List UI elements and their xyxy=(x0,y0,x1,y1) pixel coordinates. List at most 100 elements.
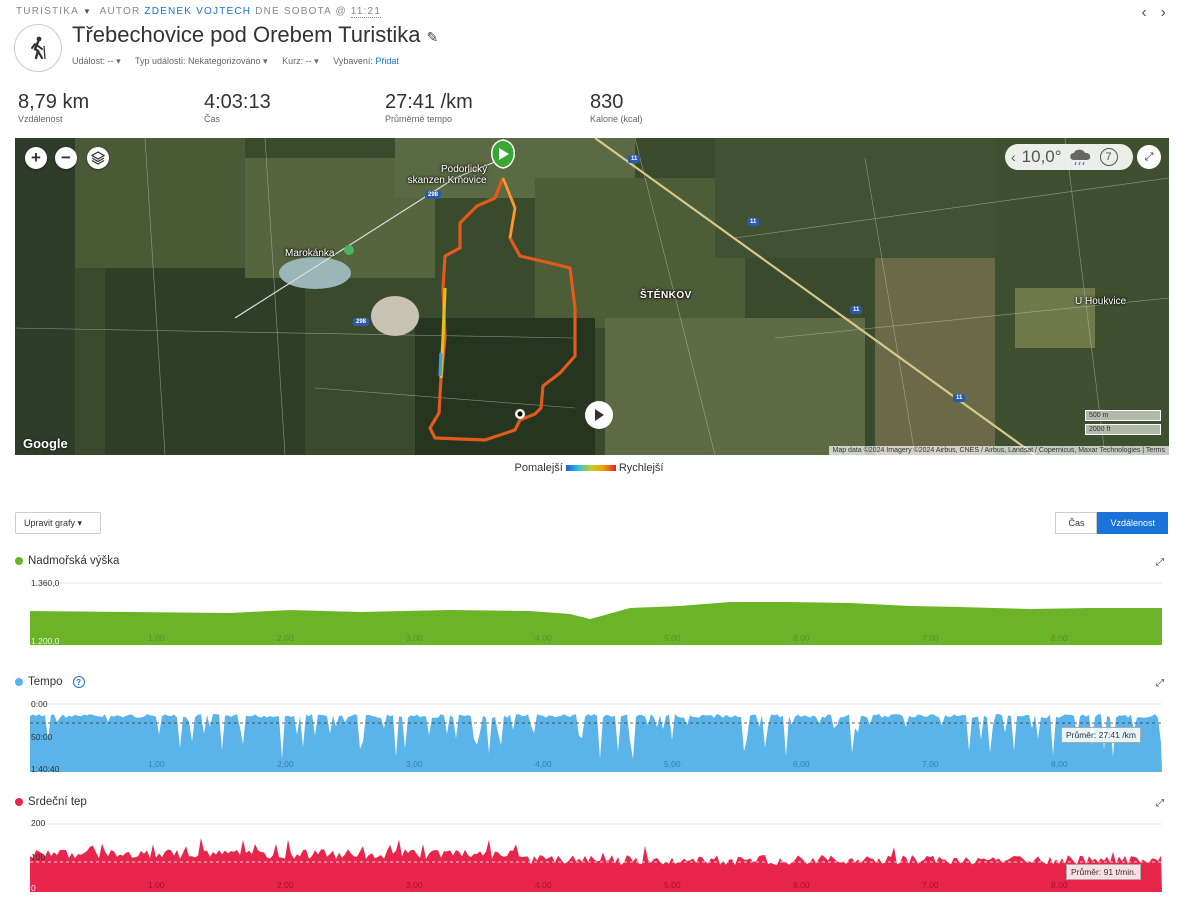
stat-value: 27:41 /km xyxy=(385,91,473,113)
expand-heart-icon[interactable]: ⤢ xyxy=(1156,798,1164,809)
chevron-left-icon[interactable]: ‹ xyxy=(1011,149,1016,165)
elevation-chart[interactable]: 1,00 2,00 3,00 4,00 5,00 6,00 7,00 8,00 xyxy=(30,575,1162,645)
road-badge: 298 xyxy=(353,318,370,326)
speed-legend: Pomalejší Rychlejší xyxy=(0,462,1178,474)
event-label: Událost: xyxy=(72,56,106,66)
map-attribution[interactable]: Map data ©2024 Imagery ©2024 Airbus, CNE… xyxy=(828,446,1169,455)
elevation-plot: 1,00 2,00 3,00 4,00 5,00 6,00 7,00 8,00 xyxy=(30,582,1162,645)
x-tick-label: 2,00 xyxy=(277,633,294,643)
expand-pace-icon[interactable]: ⤢ xyxy=(1156,678,1164,689)
course-label: Kurz: xyxy=(282,56,304,66)
road-badge: 11 xyxy=(628,155,641,163)
x-tick-label: 3,00 xyxy=(406,633,423,643)
playback-button[interactable] xyxy=(585,401,613,429)
expand-elevation-icon[interactable]: ⤢ xyxy=(1156,557,1164,568)
y-axis-label: 1:40:40 xyxy=(31,764,60,774)
stat-value: 8,79 km xyxy=(18,91,90,113)
chart-title-text: Srdeční tep xyxy=(28,796,87,808)
road-badge: 11 xyxy=(747,218,760,226)
author-link[interactable]: ZDENEK VOJTECH xyxy=(144,6,252,17)
x-tick-label: 2,00 xyxy=(277,880,294,890)
pace-plot: 1,00 2,00 3,00 4,00 5,00 6,00 7,00 8,00 xyxy=(30,703,1162,772)
pace-area xyxy=(30,714,1162,772)
prev-activity-icon[interactable]: ‹ xyxy=(1141,4,1147,21)
zoom-in-button[interactable]: + xyxy=(25,147,47,169)
elevation-dot[interactable] xyxy=(15,557,23,565)
event-dropdown[interactable]: Událost: -- ▾ xyxy=(72,56,121,66)
activity-type-label[interactable]: TURISTIKA xyxy=(16,6,80,17)
next-activity-icon[interactable]: › xyxy=(1160,4,1166,21)
gear-field: Vybavení: Přidat xyxy=(333,56,399,66)
activity-nav: ‹ › xyxy=(1127,4,1166,22)
map-layers-button[interactable] xyxy=(87,147,109,169)
play-icon xyxy=(595,409,604,421)
y-axis-label: 1.200,0 xyxy=(31,636,60,646)
x-tick-label: 7,00 xyxy=(922,880,939,890)
x-tick-label: 1,00 xyxy=(148,880,165,890)
scale-metric: 500 m xyxy=(1085,410,1161,421)
route-map[interactable]: + − ‹ 10,0° 7 ⤢ Podorlický skanzen Krňovi… xyxy=(15,138,1169,455)
x-tick-label: 4,00 xyxy=(535,759,552,769)
heart-area xyxy=(30,837,1162,892)
stat-label: Čas xyxy=(204,114,221,124)
add-gear-link[interactable]: Přidat xyxy=(375,56,399,66)
x-tick-label: 6,00 xyxy=(793,759,810,769)
heart-average-badge: Průměr: 91 t/min. xyxy=(1066,864,1142,880)
scale-imperial: 2000 ft xyxy=(1085,424,1161,435)
fullscreen-map-icon[interactable]: ⤢ xyxy=(1137,145,1161,169)
course-dropdown[interactable]: Kurz: -- ▾ xyxy=(282,56,319,66)
toggle-time-button[interactable]: Čas xyxy=(1055,512,1098,534)
caret-down-icon: ▾ xyxy=(314,56,319,66)
breadcrumb: TURISTIKA ▼ AUTOR ZDENEK VOJTECH DNE SOBO… xyxy=(16,6,382,18)
road-badge: 11 xyxy=(850,306,863,314)
x-tick-label: 3,00 xyxy=(406,880,423,890)
x-tick-label: 1,00 xyxy=(148,633,165,643)
map-label-village: ŠTĚNKOV xyxy=(640,290,692,301)
x-tick-label: 8,00 xyxy=(1051,880,1068,890)
help-icon[interactable]: ? xyxy=(72,676,85,688)
activity-time[interactable]: 11:21 xyxy=(350,6,382,18)
caret-down-icon[interactable]: ▼ xyxy=(83,7,93,16)
event-type-value: Nekategorizováno xyxy=(187,56,261,66)
heart-chart[interactable]: 1,00 2,00 3,00 4,00 5,00 6,00 7,00 8,00 xyxy=(30,818,1162,892)
y-axis-label: 50:00 xyxy=(31,732,53,742)
x-tick-label: 5,00 xyxy=(664,880,681,890)
stat-avg-pace: 27:41 /km Průměrné tempo xyxy=(385,90,473,124)
page-title: Třebechovice pod Orebem Turistika ✎ xyxy=(72,22,438,48)
y-axis-label: 0 xyxy=(31,883,36,893)
x-tick-label: 4,00 xyxy=(535,633,552,643)
edit-charts-button[interactable]: Upravit grafy ▾ xyxy=(15,512,101,534)
map-label-start-line: Podorlický xyxy=(441,164,488,175)
stat-value: 4:03:13 xyxy=(204,91,271,113)
pace-dot[interactable] xyxy=(15,678,23,686)
elevation-area xyxy=(30,602,1162,645)
event-value: -- xyxy=(107,56,114,66)
stat-label: Průměrné tempo xyxy=(385,114,453,124)
zoom-out-button[interactable]: − xyxy=(55,147,77,169)
event-type-label: Typ události: xyxy=(134,56,186,66)
weather-temperature: 10,0° xyxy=(1021,147,1062,166)
road-badge: 298 xyxy=(425,191,442,199)
cloud-rain-icon xyxy=(1069,149,1090,166)
y-axis-label: 100 xyxy=(31,852,46,862)
map-label-lake: Marokánka xyxy=(285,248,335,259)
pace-chart[interactable]: 1,00 2,00 3,00 4,00 5,00 6,00 7,00 8,00 xyxy=(30,700,1162,772)
x-tick-label: 8,00 xyxy=(1051,633,1068,643)
edit-title-icon[interactable]: ✎ xyxy=(426,29,439,45)
layers-icon xyxy=(91,151,105,165)
x-axis-toggle: Čas Vzdálenost xyxy=(1055,512,1168,534)
google-logo: Google xyxy=(23,436,68,451)
heart-dot[interactable] xyxy=(15,798,23,806)
toggle-distance-button[interactable]: Vzdálenost xyxy=(1097,512,1168,534)
x-tick-label: 1,00 xyxy=(148,759,165,769)
chart-title-text: Tempo xyxy=(28,676,63,688)
map-label-start: Podorlický skanzen Krňovice xyxy=(408,164,488,186)
stat-label: Vzdálenost xyxy=(18,114,63,124)
x-tick-label: 4,00 xyxy=(535,880,552,890)
heart-chart-title: Srdeční tep xyxy=(15,796,87,808)
event-type-dropdown[interactable]: Typ události: Nekategorizováno ▾ xyxy=(135,56,268,66)
hiking-icon xyxy=(14,24,62,72)
x-tick-label: 5,00 xyxy=(664,759,681,769)
course-value: -- xyxy=(305,56,312,66)
weather-widget[interactable]: ‹ 10,0° 7 xyxy=(1005,144,1133,170)
